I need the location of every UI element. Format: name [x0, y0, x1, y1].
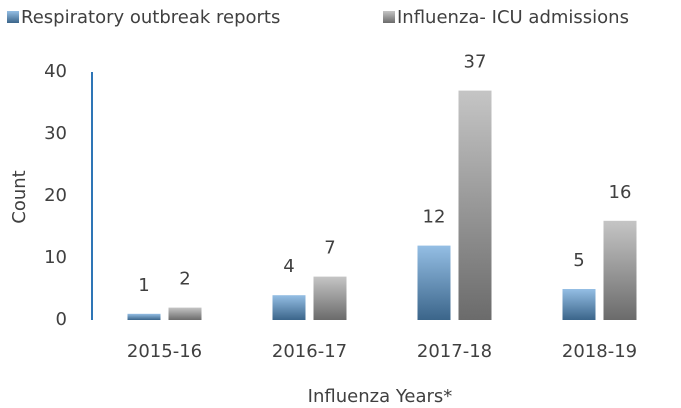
- bar: [313, 276, 347, 320]
- bar: [272, 295, 306, 320]
- data-label: 2: [179, 269, 190, 290]
- data-label: 5: [573, 250, 584, 271]
- y-axis-title: Count: [9, 170, 30, 223]
- y-tick-label: 10: [44, 247, 67, 268]
- data-label: 12: [423, 207, 446, 228]
- bar: [127, 313, 161, 320]
- y-tick-label: 0: [56, 309, 67, 330]
- x-tick-label: 2018-19: [562, 341, 637, 362]
- legend-swatch: [383, 11, 395, 23]
- y-tick-label: 40: [44, 61, 67, 82]
- x-tick-label: 2017-18: [417, 341, 492, 362]
- x-tick-label: 2015-16: [127, 341, 202, 362]
- y-tick-label: 30: [44, 123, 67, 144]
- bar: [168, 307, 202, 320]
- bar: [458, 90, 492, 320]
- bar: [417, 245, 451, 320]
- x-tick-label: 2016-17: [272, 341, 347, 362]
- data-label: 37: [464, 52, 487, 73]
- legend-label: Respiratory outbreak reports: [21, 7, 280, 28]
- legend-swatch: [7, 11, 19, 23]
- x-axis-title: Influenza Years*: [308, 386, 453, 407]
- legend-label: Influenza- ICU admissions: [397, 7, 629, 28]
- data-label: 7: [324, 238, 335, 259]
- bar: [603, 220, 637, 320]
- data-label: 4: [283, 256, 294, 277]
- bar: [562, 289, 596, 320]
- data-label: 16: [609, 182, 632, 203]
- data-label: 1: [138, 275, 149, 296]
- y-tick-label: 20: [44, 185, 67, 206]
